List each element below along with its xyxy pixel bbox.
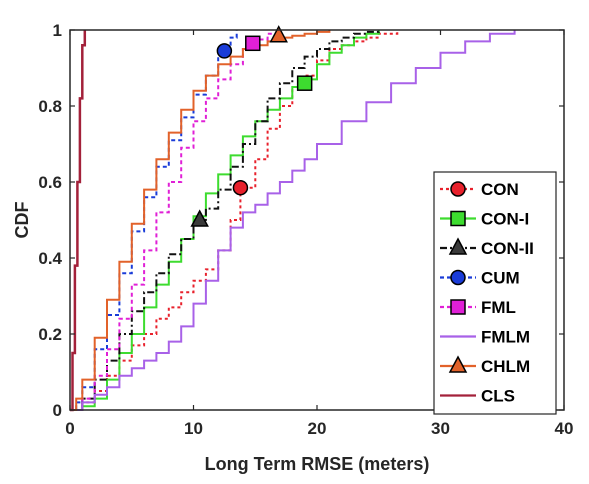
y-tick-label: 0.6 [38,173,62,192]
legend-entry-fml: FML [440,298,516,317]
series-marker-chlm [269,25,288,43]
legend-marker-chlm [448,355,468,373]
x-tick-label: 0 [65,419,74,438]
series-marker-con-ii [190,209,209,227]
legend-label-fml: FML [481,298,516,317]
legend-entry-chlm: CHLM [440,355,530,376]
y-tick-label: 1 [53,21,62,40]
series-marker-con [232,179,249,196]
legend-marker-con [450,181,466,197]
legend-label-con-ii: CON-II [481,239,534,258]
legend-entry-con-ii: CON-II [440,237,534,258]
series-line-fmlm [70,30,516,411]
y-axis-label: CDF [12,202,32,239]
legend-label-con: CON [481,180,519,199]
legend-label-con-i: CON-I [481,210,529,229]
x-tick-label: 30 [431,419,450,438]
series-line-fml [70,30,281,411]
x-tick-label: 10 [184,419,203,438]
legend-entry-con: CON [440,180,519,199]
legend-entry-cls: CLS [440,387,515,406]
legend-label-cum: CUM [481,269,520,288]
legend-marker-con-ii [448,237,468,255]
legend-label-chlm: CHLM [481,357,530,376]
y-tick-label: 0 [53,401,62,420]
series-line-con-ii [70,30,380,411]
legend-entry-cum: CUM [440,269,520,288]
series-line-cls [70,30,87,412]
legend-marker-cum [450,269,466,286]
legend-entry-fmlm: FMLM [440,328,530,347]
x-axis-label: Long Term RMSE (meters) [205,454,430,474]
legend-marker-con-i [450,210,466,227]
legend-box [433,171,557,415]
series-line-con [70,30,399,411]
series-line-chlm [70,30,331,411]
series-marker-fml [245,35,261,52]
axes: 0 10 20 30 40 0 0.2 0.4 0.6 0.8 1 [38,21,573,438]
y-tick-label: 0.4 [38,249,62,268]
series-marker-cum [216,43,233,59]
series-marker-con-i [296,75,313,91]
y-tick-label: 0.8 [38,97,62,116]
x-tick-label: 40 [555,419,574,438]
legend-label-fmlm: FMLM [481,328,530,347]
legend-marker-fml [450,299,466,315]
x-tick-label: 20 [308,419,327,438]
y-tick-label: 0.2 [38,325,62,344]
legend-entry-con-i: CON-I [440,210,529,229]
legend: CON CON-I CON-II CUM FML FMLM CHLM CLS [433,171,557,415]
legend-label-cls: CLS [481,387,515,406]
